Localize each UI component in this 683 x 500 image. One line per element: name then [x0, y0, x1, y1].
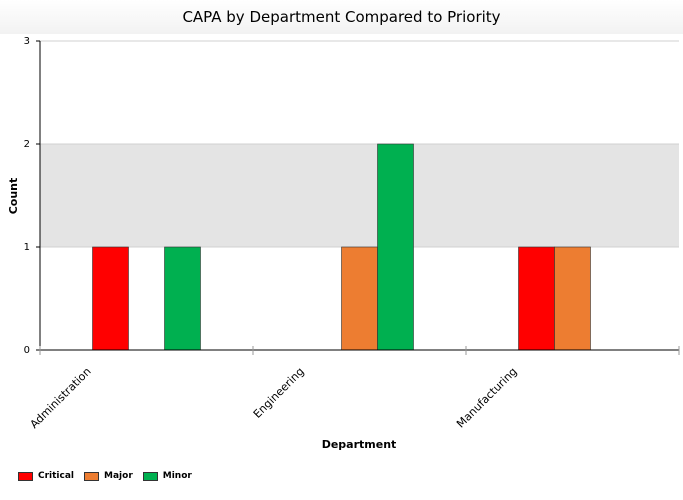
background-bands: [40, 41, 679, 350]
legend-swatch: [142, 471, 158, 481]
bar-minor-administration: [164, 246, 201, 351]
legend-label: Major: [104, 471, 133, 481]
legend-item-major: Major: [84, 471, 133, 481]
x-tick-label: Engineering: [251, 365, 307, 421]
y-tick-label: 1: [24, 242, 30, 253]
legend-label: Critical: [38, 471, 75, 481]
bar-critical-administration: [92, 246, 129, 351]
y-tick-labels: 0 1 2 3: [24, 36, 30, 356]
y-tick-label: 0: [24, 345, 30, 356]
background-band: [40, 41, 679, 144]
legend-swatch: [18, 471, 33, 481]
bar-major-manufacturing: [554, 246, 591, 351]
x-axis-title: Department: [322, 438, 397, 451]
y-tick-label: 2: [24, 139, 30, 150]
x-tick-labels: Administration Engineering Manufacturing: [28, 365, 520, 431]
chart-title: CAPA by Department Compared to Priority: [182, 8, 501, 26]
y-axis-title: Count: [7, 178, 20, 215]
legend-item-minor: Minor: [142, 471, 192, 481]
legend: Critical Major Minor: [18, 470, 202, 482]
y-tick-label: 3: [24, 36, 30, 47]
bar-critical-manufacturing: [518, 246, 555, 351]
bar-minor-engineering: [377, 143, 414, 351]
axes: [36, 40, 680, 355]
legend-label: Minor: [162, 471, 192, 481]
title-band: [0, 0, 683, 34]
x-tick-label: Manufacturing: [454, 365, 520, 431]
x-tick-label: Administration: [28, 365, 94, 431]
bars: [92, 143, 591, 351]
legend-item-critical: Critical: [18, 471, 74, 481]
background-band: [40, 144, 679, 247]
bar-major-engineering: [341, 246, 378, 351]
legend-swatch: [84, 471, 100, 481]
plot-area: 0 1 2 3 Administration Engineering Manufactur…: [7, 36, 680, 451]
